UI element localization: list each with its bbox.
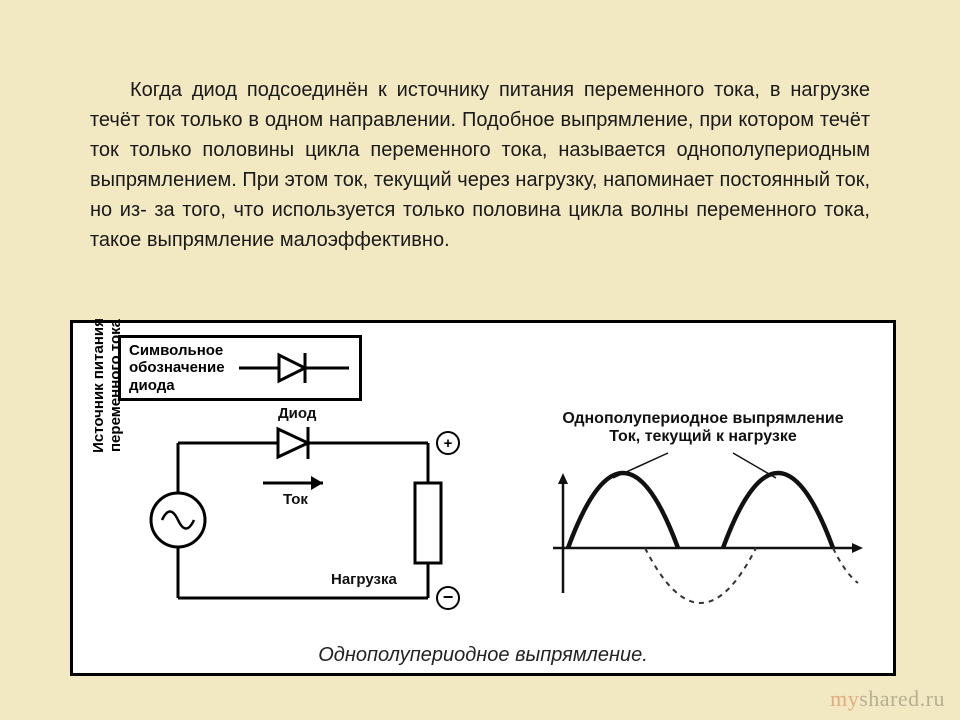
diode-symbol-legend: Символьное обозначение диода xyxy=(118,335,362,401)
ac-source-label: Источник питания переменного тока xyxy=(91,318,124,453)
plus-label: + xyxy=(444,435,453,452)
legend-line2: обозначение xyxy=(129,359,225,376)
watermark-left: my xyxy=(830,686,859,711)
legend-line3: диода xyxy=(129,377,175,394)
watermark: myshared.ru xyxy=(830,686,945,712)
legend-text: Символьное обозначение диода xyxy=(129,342,225,394)
current-label: Ток xyxy=(283,491,308,508)
minus-label: − xyxy=(443,587,454,607)
body-paragraph: Когда диод подсоединён к источнику питан… xyxy=(90,75,870,255)
src-line2: переменного тока xyxy=(107,319,124,452)
legend-line1: Символьное xyxy=(129,342,223,359)
watermark-right: shared.ru xyxy=(859,686,945,711)
load-label: Нагрузка xyxy=(331,571,397,588)
waveform-svg xyxy=(528,418,878,608)
circuit-diagram: + − xyxy=(128,403,528,633)
diode-symbol-icon xyxy=(239,347,349,389)
diode-label: Диод xyxy=(278,405,316,422)
src-line1: Источник питания xyxy=(90,318,107,453)
slide: Когда диод подсоединён к источнику питан… xyxy=(0,0,960,720)
figure-rectification: Символьное обозначение диода Источник пи… xyxy=(70,320,896,676)
figure-caption: Однополупериодное выпрямление. xyxy=(73,644,893,667)
waveform-graph: Однополупериодное выпрямление Ток, текущ… xyxy=(528,418,878,608)
